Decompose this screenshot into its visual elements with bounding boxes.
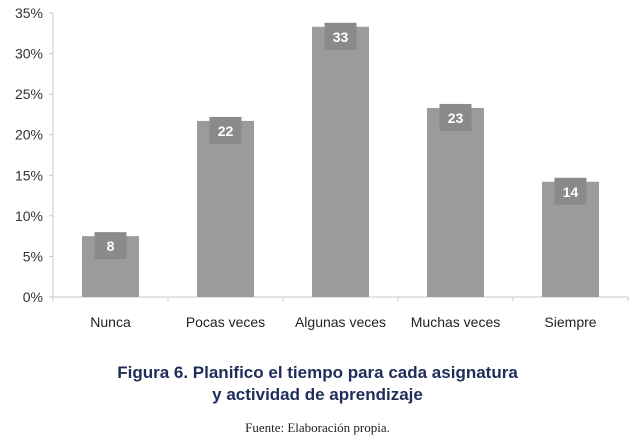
y-tick-label: 15% bbox=[15, 167, 43, 183]
data-label-box bbox=[439, 103, 472, 131]
y-tick-label: 10% bbox=[15, 208, 43, 224]
x-tick-label: Nunca bbox=[90, 314, 131, 330]
x-tick-label: Pocas veces bbox=[186, 314, 265, 330]
bar-algunas-veces bbox=[312, 26, 369, 298]
y-tick-label: 20% bbox=[15, 127, 43, 143]
y-tick-label: 30% bbox=[15, 46, 43, 62]
figure-title-line2: y actividad de aprendizaje bbox=[212, 385, 423, 404]
data-label: 23 bbox=[448, 110, 464, 126]
x-tick-label: Muchas veces bbox=[411, 314, 500, 330]
y-tick-label: 35% bbox=[15, 5, 43, 21]
data-label: 33 bbox=[333, 29, 349, 45]
data-label-box bbox=[324, 22, 357, 50]
data-label: 14 bbox=[563, 184, 579, 200]
data-label: 22 bbox=[218, 123, 234, 139]
data-label-box bbox=[94, 232, 127, 260]
figure-title: Figura 6. Planifico el tiempo para cada … bbox=[117, 363, 518, 382]
bar-chart: 0% 5% 10% 15% 20% 25% 30% 35% 8 Nunca 22 Pocas vece… bbox=[15, 5, 629, 330]
figure-source: Fuente: Elaboración propia. bbox=[245, 420, 390, 435]
x-tick-label: Siempre bbox=[544, 314, 596, 330]
x-tick-label: Algunas veces bbox=[295, 314, 386, 330]
bar-pocas-veces bbox=[197, 120, 254, 297]
y-tick-label: 0% bbox=[23, 289, 43, 305]
data-label-box bbox=[209, 116, 242, 144]
data-label-box bbox=[554, 177, 587, 205]
y-tick-label: 5% bbox=[23, 248, 43, 264]
bar-muchas-veces bbox=[427, 107, 484, 298]
y-tick-label: 25% bbox=[15, 86, 43, 102]
data-label: 8 bbox=[107, 238, 115, 254]
